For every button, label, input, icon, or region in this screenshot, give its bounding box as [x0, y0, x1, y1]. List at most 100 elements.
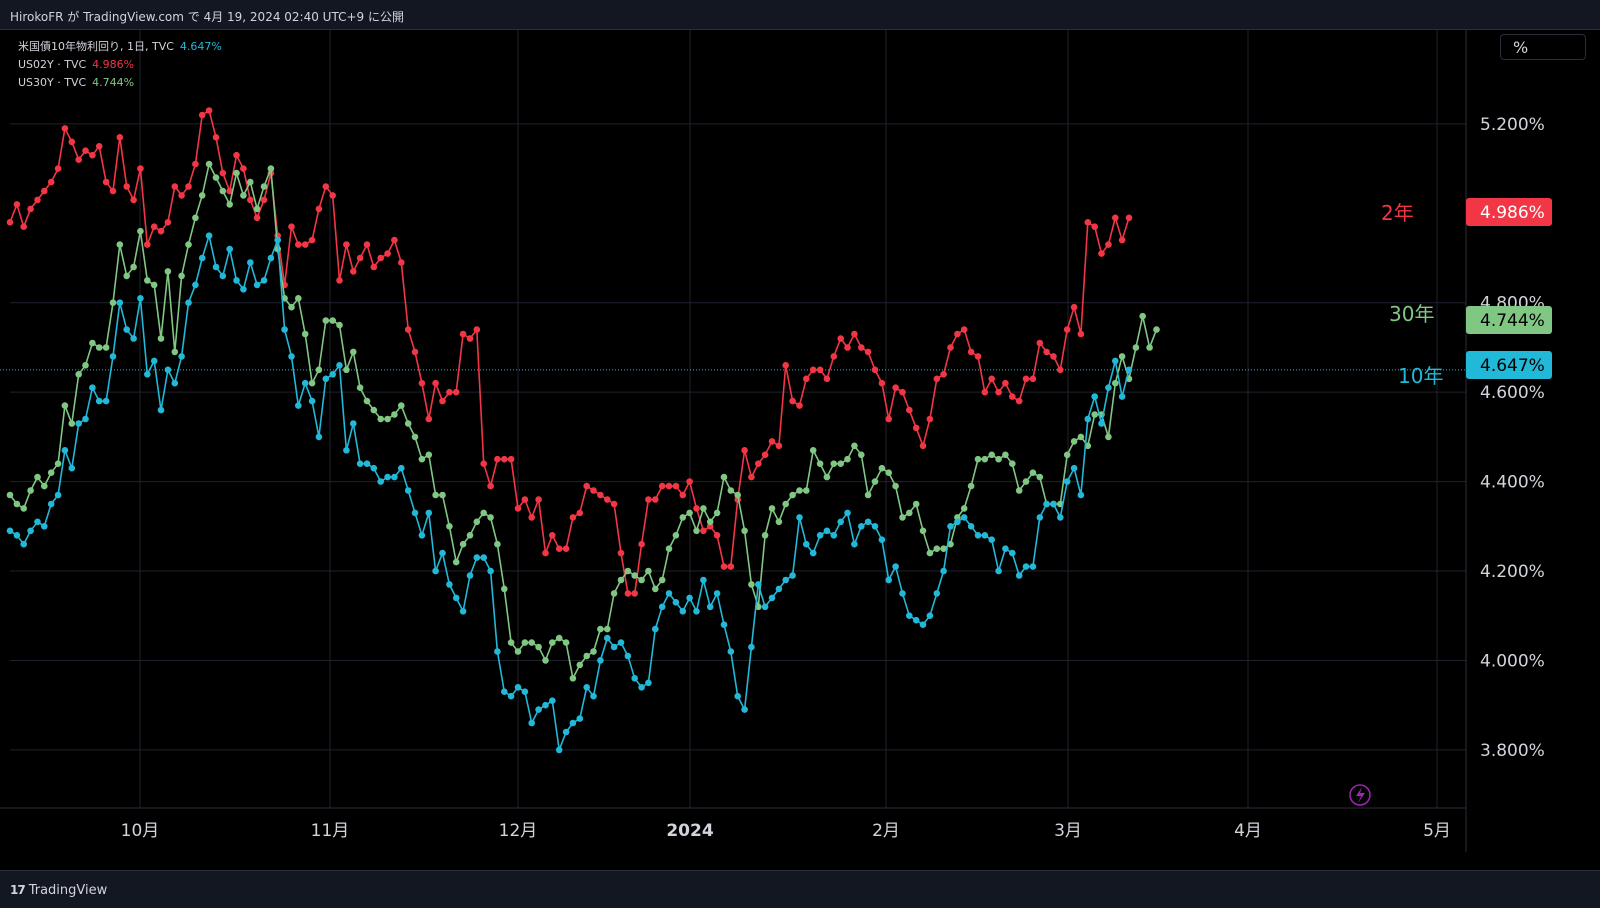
data-point [102, 344, 110, 351]
data-point [679, 608, 687, 615]
scale-unit-button[interactable]: % [1500, 34, 1586, 60]
data-point [480, 509, 488, 517]
data-point [260, 196, 268, 204]
data-point [549, 639, 556, 646]
data-point [1098, 250, 1105, 257]
data-point [350, 348, 357, 356]
data-point [528, 719, 535, 727]
data-point [734, 491, 741, 499]
data-point [988, 451, 995, 459]
data-point [89, 339, 96, 347]
data-point [803, 540, 810, 548]
data-point [27, 205, 34, 213]
data-point [20, 223, 28, 230]
data-point [1022, 478, 1030, 485]
data-point [645, 567, 652, 575]
data-point [706, 518, 714, 526]
data-point [1050, 500, 1057, 508]
data-point [1105, 384, 1112, 392]
data-point [858, 451, 865, 459]
data-point [384, 415, 391, 423]
data-point [157, 406, 165, 414]
data-point [610, 643, 618, 651]
data-point [658, 482, 666, 490]
yield-chart[interactable]: 5.200%4.800%4.600%4.400%4.200%4.000%3.80… [0, 0, 1600, 870]
data-point [370, 464, 378, 472]
data-point [967, 523, 975, 530]
data-point [837, 335, 844, 342]
data-point [391, 473, 398, 481]
data-point [528, 639, 535, 646]
data-point [1132, 344, 1140, 351]
data-point [796, 514, 803, 521]
data-point [452, 594, 460, 602]
data-point [425, 415, 433, 423]
data-point [638, 684, 645, 691]
data-point [185, 241, 192, 248]
data-point [137, 165, 144, 172]
data-point [501, 585, 508, 593]
data-point [748, 643, 755, 651]
data-point [1084, 415, 1092, 423]
data-point [1125, 366, 1133, 374]
data-point [61, 402, 69, 409]
data-point [892, 482, 899, 490]
data-point [796, 402, 803, 409]
data-point [569, 675, 577, 682]
data-point [281, 326, 288, 333]
tradingview-logo[interactable]: 17 TradingView [10, 883, 107, 898]
data-point [624, 567, 632, 575]
data-point [1009, 460, 1016, 468]
data-point [411, 348, 419, 356]
data-point [95, 143, 103, 150]
data-point [514, 505, 522, 512]
data-point [404, 326, 412, 333]
data-point [301, 379, 309, 387]
data-point [706, 603, 714, 611]
data-point [82, 147, 89, 154]
data-point [425, 451, 433, 459]
data-point [164, 268, 172, 275]
data-point [13, 532, 21, 539]
data-point [885, 415, 892, 423]
data-point [1112, 214, 1119, 222]
data-point [803, 375, 810, 383]
data-point [1015, 572, 1023, 579]
legend-name-2y: US02Y · TVC [18, 58, 87, 71]
data-point [253, 214, 261, 222]
data-point [233, 151, 240, 159]
data-point [1077, 491, 1085, 499]
x-tick-label: 3月 [1054, 821, 1082, 841]
legend-row-30y[interactable]: US30Y · TVC 4.744% [18, 74, 222, 92]
data-point [693, 505, 700, 512]
data-point [912, 424, 920, 432]
data-point [343, 241, 350, 248]
data-point [226, 187, 233, 195]
data-point [54, 491, 62, 499]
data-point [363, 241, 371, 248]
data-point [720, 473, 728, 481]
legend-row-2y[interactable]: US02Y · TVC 4.986% [18, 56, 222, 74]
data-point [95, 397, 103, 405]
data-point [981, 388, 989, 396]
data-point [672, 482, 680, 490]
data-point [1015, 487, 1023, 494]
data-point [212, 134, 220, 141]
data-point [1043, 348, 1050, 356]
data-point [933, 545, 941, 552]
data-point [590, 692, 597, 700]
data-point [75, 420, 82, 427]
data-point [116, 134, 124, 141]
data-point [109, 299, 117, 307]
data-point [501, 688, 508, 695]
data-point [789, 491, 796, 499]
legend-row-10y[interactable]: 米国債10年物利回り, 1日, TVC 4.647% [18, 38, 222, 56]
data-point [123, 272, 130, 280]
data-point [329, 371, 337, 378]
price-tag [1466, 306, 1552, 334]
data-point [837, 518, 844, 526]
data-point [967, 348, 975, 356]
series-legend: 米国債10年物利回り, 1日, TVC 4.647% US02Y · TVC 4.9… [18, 38, 222, 92]
data-point [851, 330, 858, 338]
data-point [926, 612, 934, 619]
